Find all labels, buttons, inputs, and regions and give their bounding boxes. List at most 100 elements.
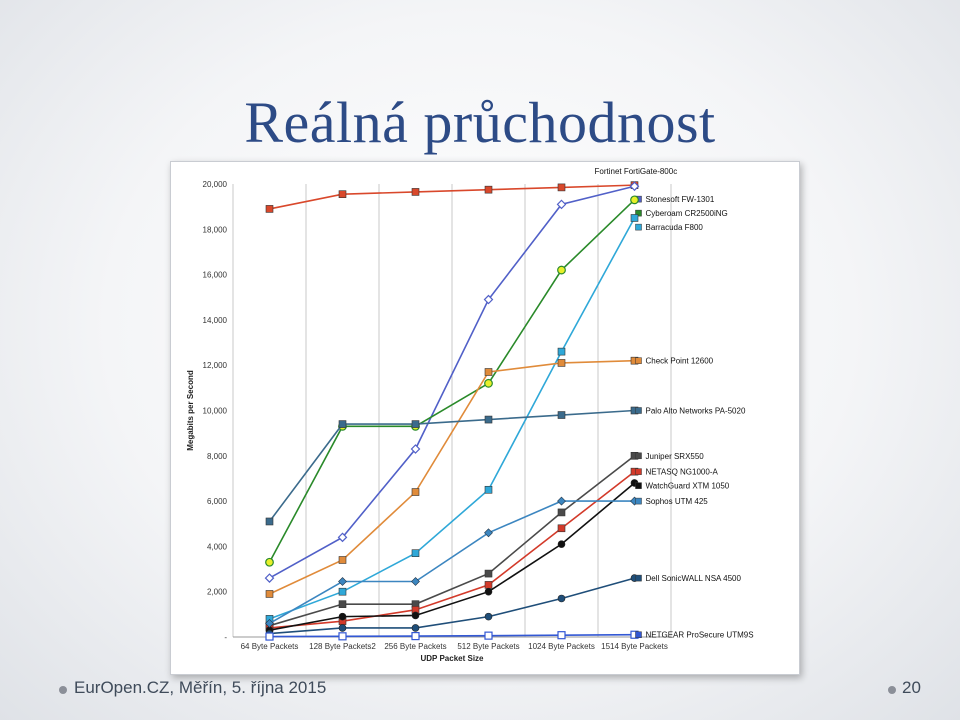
legend-marker — [635, 574, 642, 582]
series-line — [269, 633, 635, 638]
data-point — [556, 199, 567, 210]
y-tick-label: 10,000 — [203, 407, 228, 416]
data-point — [630, 214, 639, 222]
series-label: Check Point 12600 — [646, 357, 714, 366]
legend-marker — [635, 407, 642, 414]
data-point — [265, 557, 274, 567]
data-point — [484, 587, 493, 596]
slide-title: Reálná průchodnost — [244, 90, 716, 155]
y-tick-label: 20,000 — [203, 180, 228, 189]
series-label: Juniper SRX550 — [646, 452, 705, 461]
series-line — [269, 184, 635, 210]
series-3: Barracuda F800 — [265, 214, 704, 623]
data-point — [411, 549, 420, 557]
data-point — [338, 556, 347, 564]
x-tick-label: 1024 Byte Packets — [528, 642, 595, 651]
data-point — [338, 624, 347, 632]
series-line — [269, 471, 635, 629]
series-line — [269, 500, 635, 625]
data-point — [411, 488, 420, 496]
legend-marker — [635, 209, 642, 217]
data-point — [484, 485, 493, 494]
data-point — [484, 528, 493, 538]
y-tick-label: 12,000 — [203, 361, 228, 370]
series-5: Palo Alto Networks PA-5020 — [265, 407, 746, 526]
data-point — [557, 265, 566, 275]
data-point — [338, 190, 347, 198]
series-label: Dell SonicWALL NSA 4500 — [646, 574, 742, 583]
data-point — [411, 420, 420, 428]
legend-marker — [635, 482, 642, 489]
series-label: Sophos UTM 425 — [646, 497, 709, 506]
x-tick-label: 1514 Byte Packets — [601, 642, 668, 651]
y-tick-label: - — [224, 633, 227, 642]
data-point — [484, 631, 493, 640]
footer-bullet-right — [888, 686, 896, 694]
legend-marker — [635, 452, 642, 460]
y-tick-label: 18,000 — [203, 225, 228, 234]
data-point — [557, 183, 566, 192]
page-number: 20 — [902, 678, 921, 697]
series-6: Juniper SRX550 — [265, 452, 705, 630]
legend-marker — [635, 357, 642, 364]
series-line — [269, 185, 635, 579]
data-point — [557, 347, 566, 356]
data-point — [338, 612, 347, 621]
data-point — [411, 188, 420, 196]
footer-bullet-left — [59, 686, 67, 694]
data-point — [557, 359, 566, 367]
legend-marker — [635, 631, 642, 638]
series-line — [269, 482, 636, 631]
series-label: Fortinet FortiGate-800c — [595, 167, 678, 176]
series-label: NETGEAR ProSecure UTM9S — [646, 631, 754, 640]
data-point — [484, 368, 493, 376]
data-point — [484, 569, 493, 578]
data-point — [557, 631, 566, 640]
data-point — [630, 195, 639, 205]
x-tick-label: 256 Byte Packets — [384, 642, 446, 651]
x-axis-title: UDP Packet Size — [421, 654, 485, 663]
series-line — [269, 359, 635, 595]
x-tick-label: 512 Byte Packets — [457, 642, 519, 651]
series-9: Sophos UTM 425 — [265, 496, 709, 628]
data-point — [557, 524, 566, 533]
data-point — [265, 205, 274, 213]
data-point — [338, 420, 347, 428]
data-point — [483, 294, 494, 305]
y-tick-label: 16,000 — [203, 271, 228, 280]
data-point — [411, 631, 420, 641]
data-point — [265, 618, 274, 628]
y-tick-label: 2,000 — [207, 588, 228, 597]
series-line — [268, 409, 635, 522]
data-point — [265, 632, 274, 641]
series-label: Palo Alto Networks PA-5020 — [646, 407, 746, 416]
series-label: Cyberoam CR2500iNG — [646, 209, 728, 218]
chart: - 2,000 4,000 6,000 8,000 10,000 12,000 14,000 1… — [186, 167, 754, 663]
data-point — [265, 517, 274, 526]
series-line — [269, 455, 635, 627]
series-label: WatchGuard XTM 1050 — [646, 482, 730, 491]
data-point — [338, 577, 347, 586]
series-2: Cyberoam CR2500iNG — [265, 195, 728, 567]
chart-panel: - 2,000 4,000 6,000 8,000 10,000 12,000 14,000 1… — [170, 161, 800, 675]
data-point — [411, 577, 420, 586]
data-point — [557, 508, 566, 517]
data-point — [411, 611, 420, 620]
data-point — [629, 181, 640, 192]
data-point — [411, 624, 420, 632]
series-label: Barracuda F800 — [646, 223, 704, 232]
series-4: Check Point 12600 — [265, 357, 714, 598]
y-tick-label: 8,000 — [207, 452, 228, 461]
series-line — [269, 217, 636, 620]
data-point — [410, 444, 421, 454]
data-point — [338, 587, 347, 596]
series-label: NETASQ NG1000-A — [646, 468, 719, 477]
data-point — [484, 378, 493, 388]
legend-marker — [635, 497, 642, 505]
y-axis-title: Megabits per Second — [186, 370, 195, 451]
data-point — [265, 590, 274, 598]
data-point — [264, 573, 275, 583]
legend-marker — [635, 468, 642, 475]
data-point — [557, 594, 566, 603]
series-0: Fortinet FortiGate-800c — [265, 167, 678, 213]
